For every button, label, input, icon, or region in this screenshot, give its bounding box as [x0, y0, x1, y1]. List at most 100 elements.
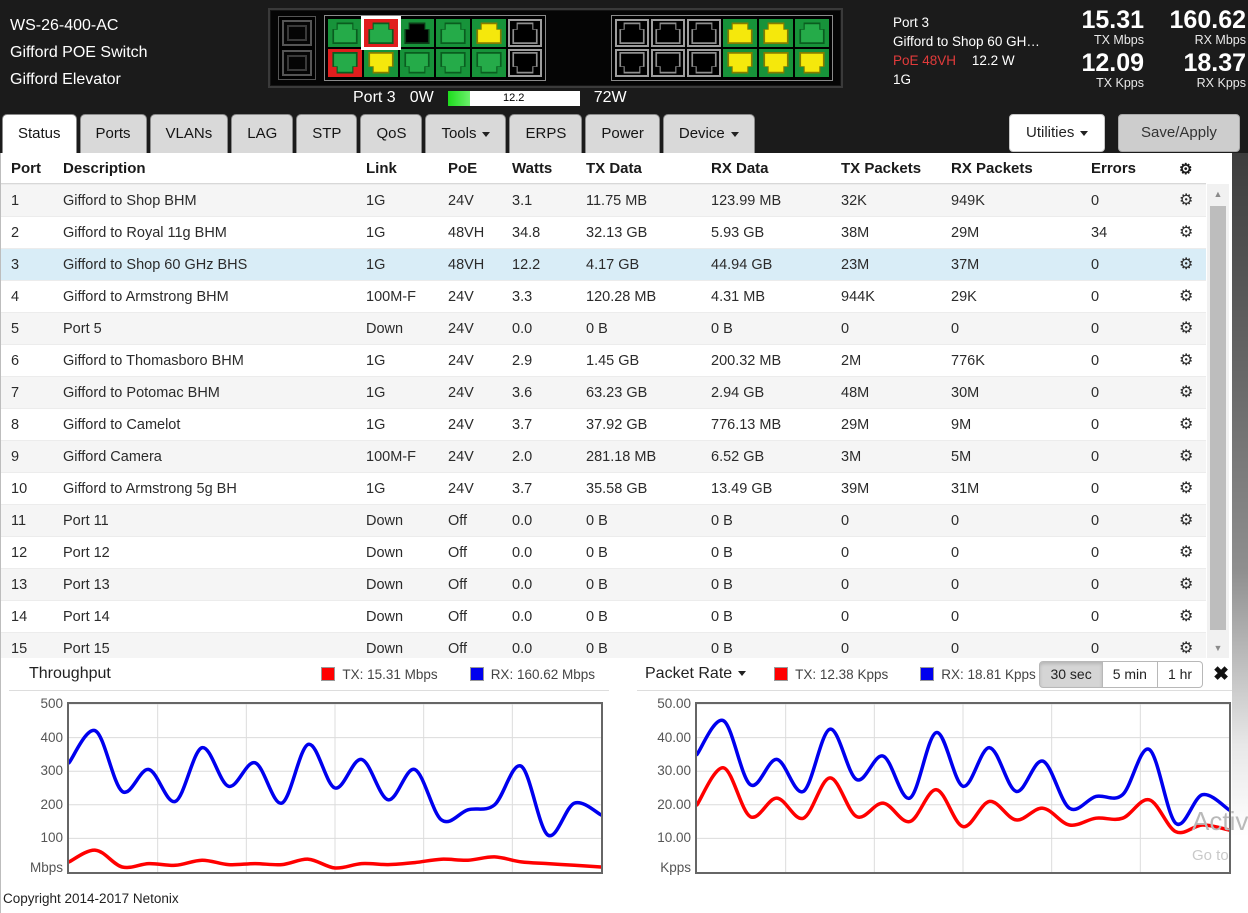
port-row-gear-icon[interactable]: ⚙: [1179, 505, 1193, 537]
switch-port-12[interactable]: [508, 49, 542, 77]
cell-description: Port 13: [63, 569, 110, 601]
port-jack-icon: [510, 21, 540, 45]
port-row-7[interactable]: 7Gifford to Potomac BHM1G24V3.663.23 GB2…: [1, 376, 1206, 408]
port-row-gear-icon[interactable]: ⚙: [1179, 377, 1193, 409]
switch-port-6[interactable]: [400, 49, 434, 77]
switch-port-11[interactable]: [508, 19, 542, 47]
switch-port-2[interactable]: [328, 49, 362, 77]
utilities-button[interactable]: Utilities: [1009, 114, 1105, 152]
scroll-down-icon[interactable]: ▼: [1207, 640, 1229, 656]
switch-port-9[interactable]: [472, 19, 506, 47]
switch-port-22[interactable]: [759, 49, 793, 77]
port-row-gear-icon[interactable]: ⚙: [1179, 601, 1193, 633]
switch-port-15[interactable]: [651, 19, 685, 47]
port-row-10[interactable]: 10Gifford to Armstrong 5g BH1G24V3.735.5…: [1, 472, 1206, 504]
column-settings-gear-icon[interactable]: ⚙: [1179, 160, 1192, 178]
port-row-5[interactable]: 5Port 5Down24V0.00 B0 B000⚙: [1, 312, 1206, 344]
port-row-8[interactable]: 8Gifford to Camelot1G24V3.737.92 GB776.1…: [1, 408, 1206, 440]
switch-port-19[interactable]: [723, 19, 757, 47]
switch-port-5[interactable]: [400, 19, 434, 47]
close-charts-icon[interactable]: ✖: [1213, 663, 1229, 686]
port-row-gear-icon[interactable]: ⚙: [1179, 185, 1193, 217]
port-row-gear-icon[interactable]: ⚙: [1179, 313, 1193, 345]
port-row-gear-icon[interactable]: ⚙: [1179, 569, 1193, 601]
cell-port: 15: [11, 633, 27, 658]
cell-rx_data: 44.94 GB: [711, 249, 772, 281]
save-apply-button[interactable]: Save/Apply: [1118, 114, 1240, 152]
sfp-port-25[interactable]: [282, 20, 312, 46]
switch-port-7[interactable]: [436, 19, 470, 47]
range-30sec-button[interactable]: 30 sec: [1039, 661, 1102, 688]
switch-port-1[interactable]: [328, 19, 362, 47]
cell-description: Gifford to Armstrong BHM: [63, 281, 229, 313]
port-row-4[interactable]: 4Gifford to Armstrong BHM100M-F24V3.3120…: [1, 280, 1206, 312]
tab-power[interactable]: Power: [585, 114, 660, 153]
tab-qos[interactable]: QoS: [360, 114, 422, 153]
cell-tx_data: 32.13 GB: [586, 217, 647, 249]
switch-port-10[interactable]: [472, 49, 506, 77]
port-row-15[interactable]: 15Port 15DownOff0.00 B0 B000⚙: [1, 632, 1206, 658]
tab-status[interactable]: Status: [2, 114, 77, 153]
cell-description: Gifford to Thomasboro BHM: [63, 345, 244, 377]
tab-erps[interactable]: ERPS: [509, 114, 582, 153]
cell-rx_packets: 0: [951, 569, 959, 601]
port-row-14[interactable]: 14Port 14DownOff0.00 B0 B000⚙: [1, 600, 1206, 632]
cell-tx_packets: 0: [841, 601, 849, 633]
port-row-1[interactable]: 1Gifford to Shop BHM1G24V3.111.75 MB123.…: [1, 184, 1206, 216]
switch-port-17[interactable]: [687, 19, 721, 47]
port-row-gear-icon[interactable]: ⚙: [1179, 633, 1193, 658]
cell-rx_data: 200.32 MB: [711, 345, 781, 377]
switch-port-18[interactable]: [687, 49, 721, 77]
port-jack-icon: [366, 51, 396, 75]
switch-port-24[interactable]: [795, 49, 829, 77]
tab-device[interactable]: Device: [663, 114, 755, 153]
tab-ports[interactable]: Ports: [80, 114, 147, 153]
port-row-gear-icon[interactable]: ⚙: [1179, 217, 1193, 249]
port-row-gear-icon[interactable]: ⚙: [1179, 249, 1193, 281]
tab-vlans[interactable]: VLANs: [150, 114, 229, 153]
port-jack-icon: [725, 51, 755, 75]
scrollbar-thumb[interactable]: [1210, 206, 1226, 630]
cell-description: Port 15: [63, 633, 110, 658]
caret-down-icon: [738, 671, 746, 676]
switch-port-23[interactable]: [795, 19, 829, 47]
port-row-3[interactable]: 3Gifford to Shop 60 GHz BHS1G48VH12.24.1…: [1, 248, 1206, 280]
table-scrollbar[interactable]: ▲ ▼: [1207, 184, 1229, 658]
switch-port-16[interactable]: [651, 49, 685, 77]
port-row-13[interactable]: 13Port 13DownOff0.00 B0 B000⚙: [1, 568, 1206, 600]
range-1hr-button[interactable]: 1 hr: [1158, 661, 1203, 688]
port-row-gear-icon[interactable]: ⚙: [1179, 473, 1193, 505]
switch-port-3[interactable]: [364, 19, 398, 47]
switch-port-13[interactable]: [615, 19, 649, 47]
tab-lag[interactable]: LAG: [231, 114, 293, 153]
switch-port-14[interactable]: [615, 49, 649, 77]
port-row-gear-icon[interactable]: ⚙: [1179, 281, 1193, 313]
cell-errors: 0: [1091, 313, 1099, 345]
cell-description: Port 12: [63, 537, 110, 569]
tab-tools[interactable]: Tools: [425, 114, 506, 153]
port-row-gear-icon[interactable]: ⚙: [1179, 345, 1193, 377]
port-row-11[interactable]: 11Port 11DownOff0.00 B0 B000⚙: [1, 504, 1206, 536]
switch-port-8[interactable]: [436, 49, 470, 77]
scroll-up-icon[interactable]: ▲: [1207, 186, 1229, 202]
switch-port-21[interactable]: [759, 19, 793, 47]
cell-link: Down: [366, 313, 403, 345]
port-row-12[interactable]: 12Port 12DownOff0.00 B0 B000⚙: [1, 536, 1206, 568]
port-row-9[interactable]: 9Gifford Camera100M-F24V2.0281.18 MB6.52…: [1, 440, 1206, 472]
port-row-gear-icon[interactable]: ⚙: [1179, 537, 1193, 569]
port-row-6[interactable]: 6Gifford to Thomasboro BHM1G24V2.91.45 G…: [1, 344, 1206, 376]
sfp-port-26[interactable]: [282, 50, 312, 76]
port-jack-icon: [366, 21, 396, 45]
power-port-label: Port 3: [353, 89, 396, 107]
port-row-gear-icon[interactable]: ⚙: [1179, 409, 1193, 441]
port-row-2[interactable]: 2Gifford to Royal 11g BHM1G48VH34.832.13…: [1, 216, 1206, 248]
tab-stp[interactable]: STP: [296, 114, 357, 153]
packet-rate-dropdown[interactable]: Packet Rate: [645, 665, 746, 683]
cell-port: 8: [11, 409, 19, 441]
switch-port-20[interactable]: [723, 49, 757, 77]
range-5min-button[interactable]: 5 min: [1103, 661, 1158, 688]
selected-port-name: Port 3: [893, 13, 1040, 32]
port-row-gear-icon[interactable]: ⚙: [1179, 441, 1193, 473]
col-header-tx-packets: TX Packets: [841, 160, 921, 177]
switch-port-4[interactable]: [364, 49, 398, 77]
